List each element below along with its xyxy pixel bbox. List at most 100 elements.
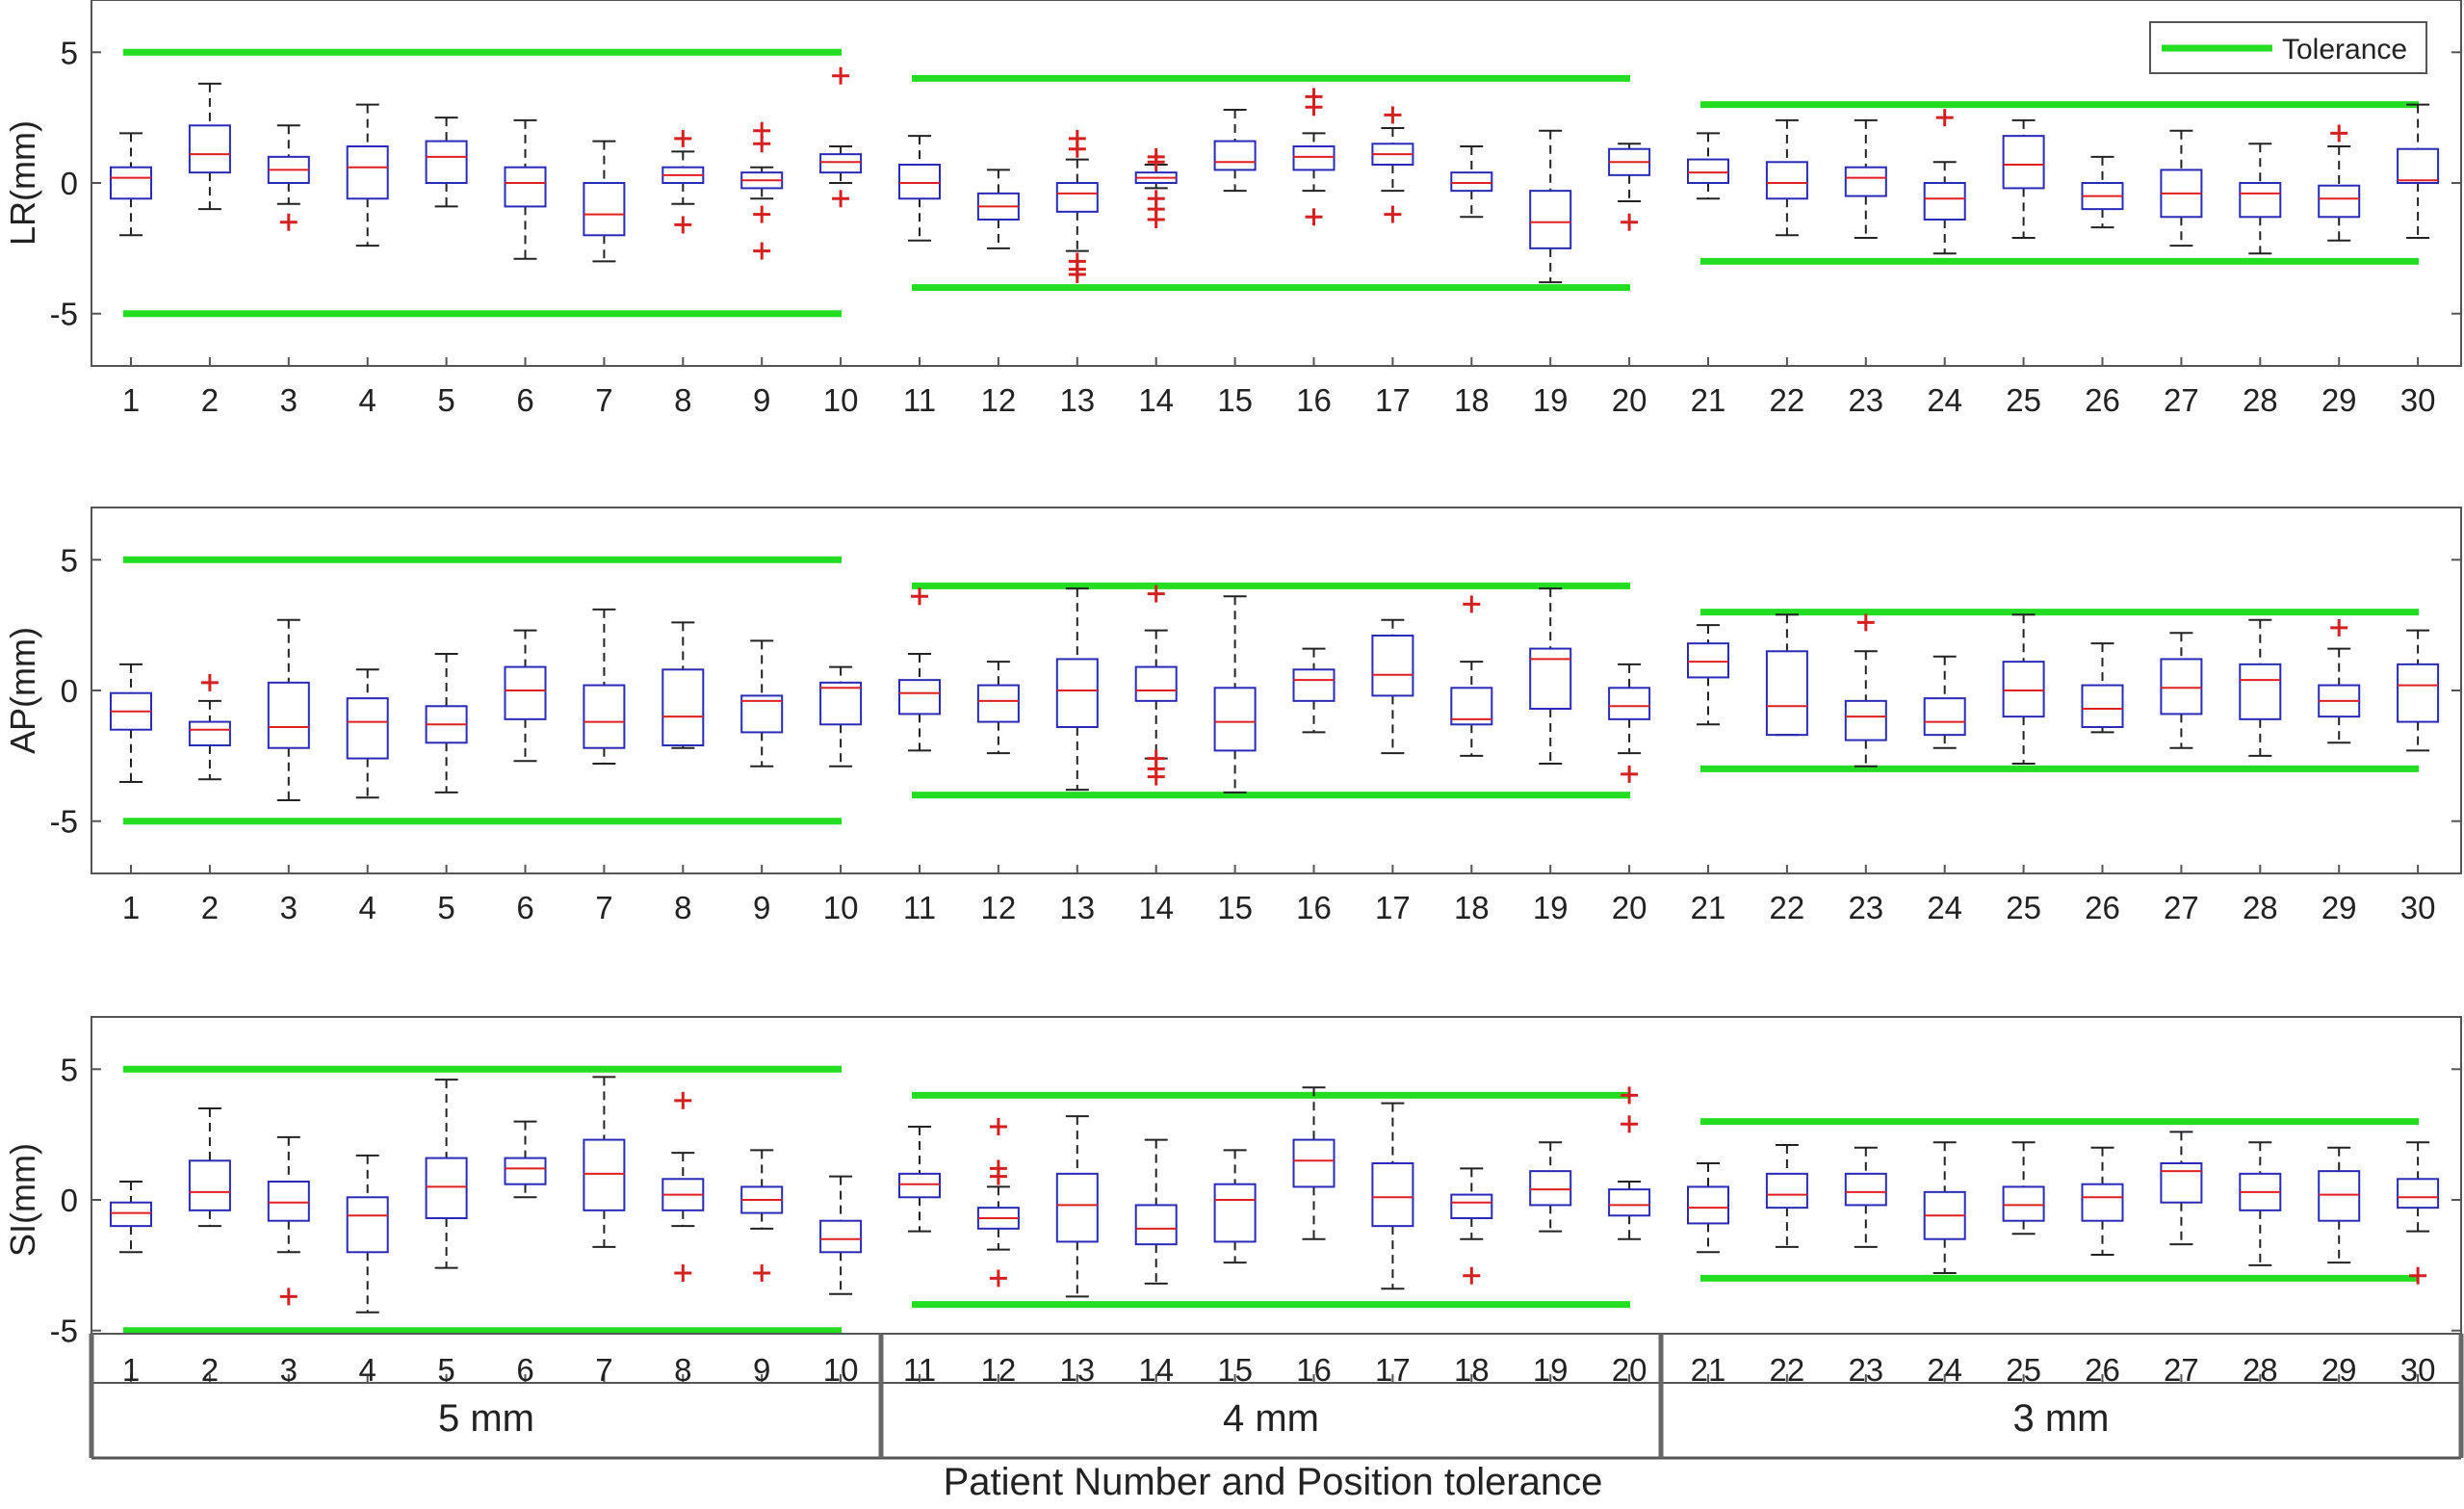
box-patient-20 [1608, 663, 1651, 783]
box-patient-8 [661, 621, 705, 749]
y-axis-label: LR(mm) [3, 120, 42, 246]
box-patient-23 [1844, 1146, 1887, 1248]
box-patient-19 [1529, 1141, 1572, 1233]
group-table-patient-label: 23 [1848, 1352, 1883, 1388]
box-patient-26 [2081, 1146, 2124, 1256]
outlier-marker [753, 242, 771, 260]
outlier-marker [1147, 211, 1165, 228]
x-tick-label: 9 [753, 382, 770, 418]
box-patient-25 [2002, 118, 2045, 239]
box-patient-18 [1450, 1167, 1493, 1285]
box-patient-23 [1844, 118, 1887, 239]
box-patient-13 [1055, 129, 1099, 283]
box-patient-22 [1765, 118, 1808, 237]
iqr-box [1292, 145, 1336, 171]
outlier-marker [989, 1269, 1007, 1288]
group-label-2: 3 mm [2013, 1397, 2110, 1440]
outlier-marker [1305, 208, 1323, 226]
group-label-0: 5 mm [438, 1397, 534, 1440]
x-tick-label: 11 [903, 382, 936, 418]
x-tick-label: 4 [359, 890, 376, 925]
box-patient-15 [1213, 595, 1257, 794]
group-table-patient-label: 1 [122, 1352, 140, 1388]
box-patient-6 [504, 118, 547, 260]
group-table-patient-label: 4 [359, 1352, 376, 1388]
iqr-box [898, 164, 941, 200]
group-table-patient-label: 5 [437, 1352, 454, 1388]
iqr-box [898, 1172, 941, 1199]
box-patient-6 [504, 629, 547, 763]
iqr-box [819, 153, 863, 174]
outlier-marker [753, 1264, 771, 1282]
box-patient-7 [583, 140, 626, 263]
group-table-patient-label: 12 [981, 1352, 1017, 1388]
x-tick-label: 2 [201, 890, 219, 925]
x-tick-label: 13 [1059, 890, 1095, 925]
group-table-patient-label: 21 [1691, 1352, 1726, 1388]
iqr-box [188, 720, 231, 746]
iqr-box [583, 684, 626, 749]
group-table-patient-label: 24 [1927, 1352, 1962, 1388]
x-tick-label: 24 [1927, 890, 1962, 925]
group-table-patient-label: 28 [2243, 1352, 2278, 1388]
x-tick-label: 12 [981, 890, 1017, 925]
box-patient-13 [1055, 1115, 1099, 1298]
outlier-marker [753, 205, 771, 223]
x-tick-label: 30 [2400, 890, 2436, 925]
x-tick-label: 20 [1612, 382, 1647, 418]
box-patient-9 [740, 639, 784, 768]
iqr-box [976, 684, 1020, 723]
outlier-marker [1068, 140, 1086, 158]
outlier-marker [1463, 595, 1481, 613]
iqr-box [2397, 1178, 2440, 1210]
x-tick-label: 16 [1296, 890, 1332, 925]
group-table-patient-label: 16 [1296, 1352, 1332, 1388]
box-patient-20 [1608, 1086, 1651, 1240]
x-tick-label: 14 [1138, 382, 1174, 418]
group-table-patient-label: 19 [1533, 1352, 1569, 1388]
box-patient-5 [425, 117, 468, 208]
group-table-patient-label: 15 [1217, 1352, 1253, 1388]
x-tick-label: 19 [1533, 382, 1569, 418]
box-patient-16 [1292, 1086, 1336, 1240]
outlier-marker [279, 1288, 298, 1306]
iqr-box [110, 166, 152, 200]
group-table-patient-label: 22 [1770, 1352, 1805, 1388]
group-table-patient-label: 25 [2006, 1352, 2041, 1388]
box-patient-15 [1213, 1149, 1257, 1264]
x-tick-label: 22 [1770, 890, 1805, 925]
outlier-marker [1463, 1266, 1481, 1285]
outlier-marker [2330, 618, 2348, 637]
iqr-box [346, 145, 389, 200]
iqr-box [1371, 1162, 1414, 1228]
iqr-box [1450, 171, 1493, 193]
group-table-patient-label: 29 [2321, 1352, 2357, 1388]
x-tick-label: 27 [2164, 382, 2199, 418]
y-tick-label: 0 [61, 1183, 78, 1218]
iqr-box [1844, 699, 1887, 741]
outlier-marker [674, 216, 692, 234]
iqr-box [2239, 182, 2282, 219]
box-patient-9 [740, 121, 784, 260]
box-patient-12 [976, 661, 1020, 755]
x-tick-label: 25 [2006, 890, 2041, 925]
outlier-marker [674, 1091, 692, 1109]
iqr-box [1844, 166, 1887, 197]
box-patient-8 [661, 1091, 705, 1282]
box-patient-11 [898, 135, 941, 242]
outlier-marker [2409, 1266, 2427, 1285]
box-patient-3 [267, 124, 310, 231]
iqr-box [425, 140, 468, 184]
x-tick-label: 2 [201, 382, 219, 418]
iqr-box [1687, 158, 1729, 184]
y-axis-label: SI(mm) [3, 1143, 42, 1257]
iqr-box [1213, 687, 1257, 752]
outlier-marker [832, 66, 850, 85]
y-tick-label: 5 [61, 542, 78, 578]
iqr-box [1765, 161, 1808, 200]
x-tick-label: 14 [1138, 890, 1174, 925]
x-tick-label: 30 [2400, 382, 2436, 418]
